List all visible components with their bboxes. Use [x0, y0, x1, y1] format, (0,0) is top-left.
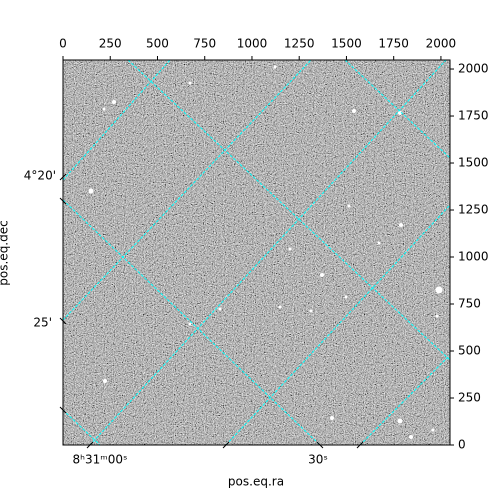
- x-tick-label: 1250: [284, 37, 315, 51]
- y-tick-label: 0: [458, 438, 466, 452]
- y-tick-label: 1750: [458, 109, 489, 123]
- world-grid: [63, 60, 450, 445]
- world-ticks: [59, 173, 364, 449]
- y-tick-label: 2000: [458, 62, 489, 76]
- sky-image: [63, 60, 450, 445]
- y-tick-label: 250: [458, 391, 481, 405]
- x-tick-label: 0: [59, 37, 67, 51]
- y-tick-label: 750: [458, 297, 481, 311]
- plot-frame: [62, 59, 451, 446]
- x-tick-label: 1500: [331, 37, 362, 51]
- x-tick-label: 750: [193, 37, 216, 51]
- x-tick-label: 250: [99, 37, 122, 51]
- y-axis-label: pos.eq.dec: [0, 220, 11, 285]
- y-tick-label: 1000: [458, 250, 489, 264]
- dec-tick-label: 25': [33, 316, 52, 330]
- x-tick-label: 500: [146, 37, 169, 51]
- ra-tick-label: 30ˢ: [308, 453, 328, 467]
- y-tick-label: 500: [458, 344, 481, 358]
- y-tick-label: 1500: [458, 156, 489, 170]
- ra-tick-label: 8ʰ31ᵐ00ˢ: [73, 453, 128, 467]
- x-tick-label: 2000: [426, 37, 457, 51]
- y-tick-label: 1250: [458, 203, 489, 217]
- x-axis-label: pos.eq.ra: [228, 475, 284, 489]
- dec-tick-label: 4°20': [24, 169, 56, 183]
- stars: [88, 65, 443, 439]
- x-tick-label: 1000: [237, 37, 268, 51]
- x-tick-label: 1750: [378, 37, 409, 51]
